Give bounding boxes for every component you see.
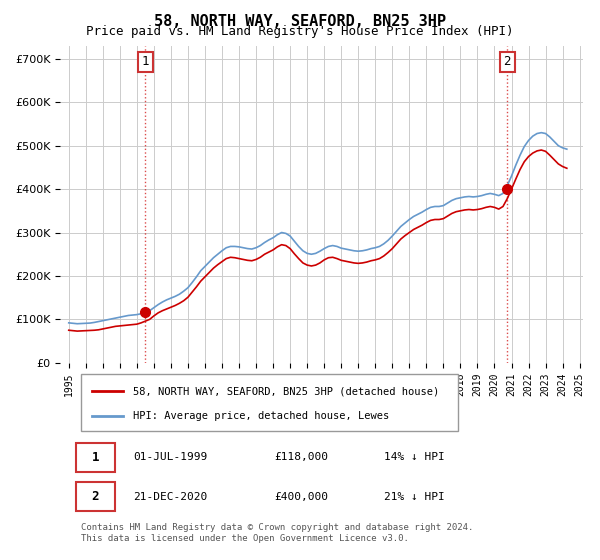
Text: 01-JUL-1999: 01-JUL-1999 — [133, 452, 208, 463]
Text: £400,000: £400,000 — [275, 492, 329, 502]
Text: 1: 1 — [142, 55, 149, 68]
Text: 21-DEC-2020: 21-DEC-2020 — [133, 492, 208, 502]
Text: 58, NORTH WAY, SEAFORD, BN25 3HP: 58, NORTH WAY, SEAFORD, BN25 3HP — [154, 14, 446, 29]
Text: 58, NORTH WAY, SEAFORD, BN25 3HP (detached house): 58, NORTH WAY, SEAFORD, BN25 3HP (detach… — [133, 386, 440, 396]
Text: 14% ↓ HPI: 14% ↓ HPI — [385, 452, 445, 463]
Text: Price paid vs. HM Land Registry's House Price Index (HPI): Price paid vs. HM Land Registry's House … — [86, 25, 514, 38]
Text: £118,000: £118,000 — [275, 452, 329, 463]
Text: 2: 2 — [503, 55, 511, 68]
Text: HPI: Average price, detached house, Lewes: HPI: Average price, detached house, Lewe… — [133, 411, 389, 421]
FancyBboxPatch shape — [76, 443, 115, 472]
Text: 1: 1 — [92, 451, 99, 464]
Text: 2: 2 — [92, 490, 99, 503]
Text: Contains HM Land Registry data © Crown copyright and database right 2024.
This d: Contains HM Land Registry data © Crown c… — [81, 523, 473, 543]
Text: 21% ↓ HPI: 21% ↓ HPI — [385, 492, 445, 502]
FancyBboxPatch shape — [81, 374, 458, 431]
FancyBboxPatch shape — [76, 482, 115, 511]
